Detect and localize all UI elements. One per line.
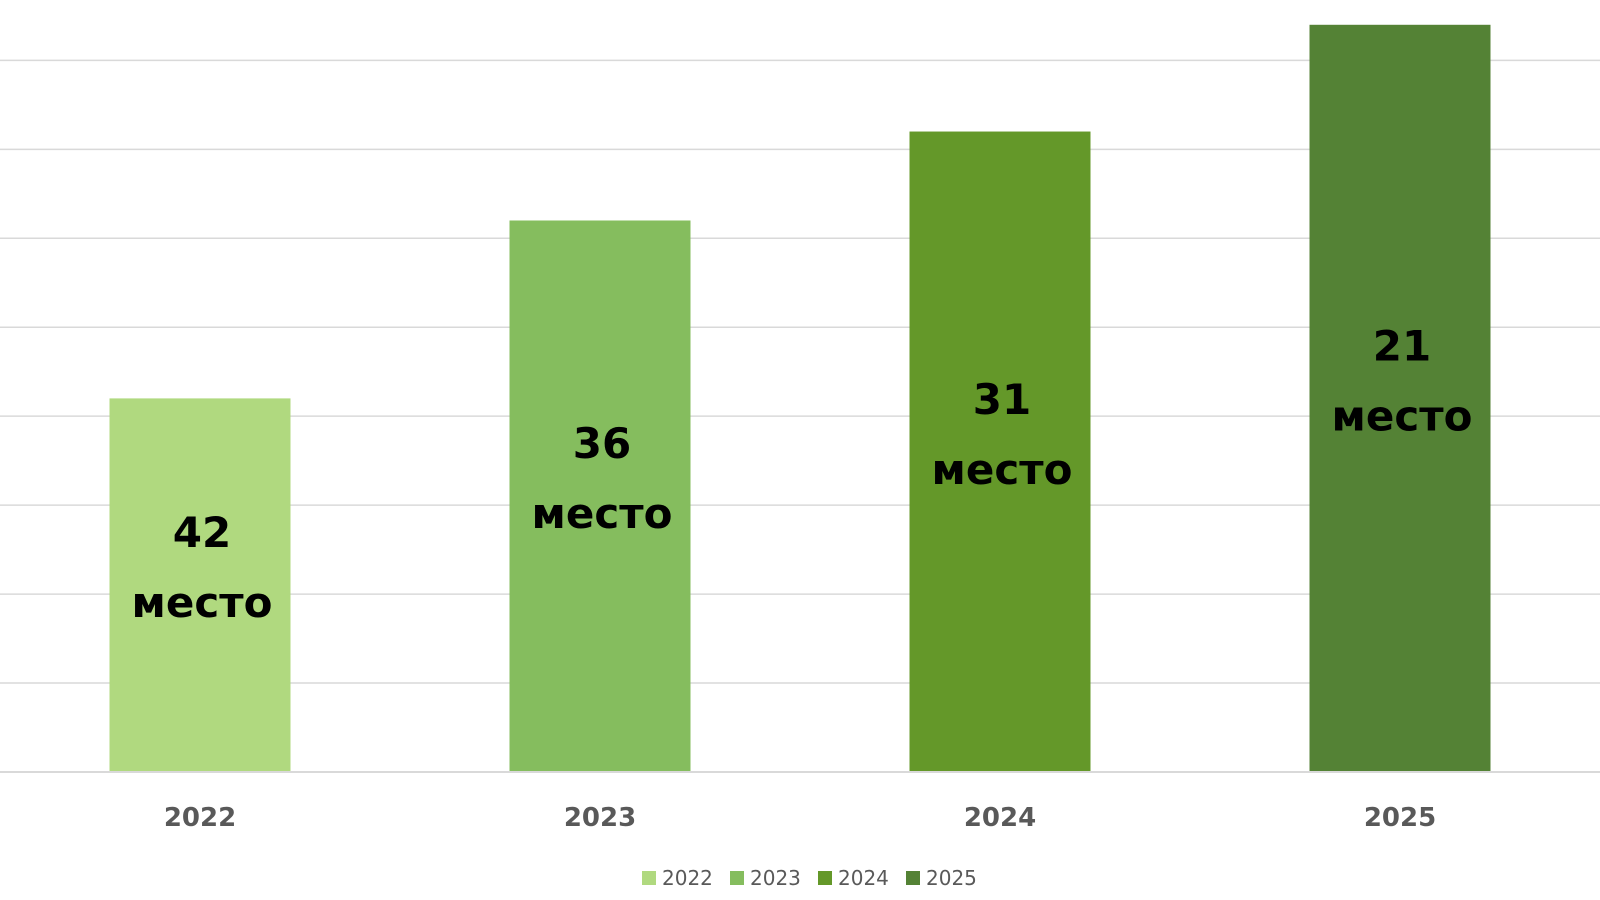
bar-2022 (109, 398, 291, 772)
legend: 2022 2023 2024 2025 (642, 866, 977, 890)
legend-item-2022: 2022 (642, 866, 713, 890)
legend-item-2023: 2023 (730, 866, 801, 890)
data-label-line: 42 (173, 508, 231, 557)
data-label-line: место (1332, 391, 1473, 440)
x-tick-2024: 2024 (964, 803, 1036, 833)
legend-swatch (730, 871, 744, 885)
legend-label: 2023 (750, 866, 801, 890)
legend-item-2025: 2025 (906, 866, 977, 890)
legend-swatch (818, 871, 832, 885)
data-label-line: место (532, 489, 673, 538)
x-tick-2023: 2023 (564, 803, 636, 833)
data-label-2025: 21 место (1332, 321, 1473, 440)
x-tick-2022: 2022 (164, 803, 236, 833)
legend-swatch (642, 871, 656, 885)
legend-item-2024: 2024 (818, 866, 889, 890)
data-label-2024: 31 место (932, 375, 1073, 494)
data-label-line: место (132, 578, 273, 627)
data-label-line: 21 (1373, 321, 1431, 370)
data-label-line: 31 (973, 375, 1031, 424)
data-label-2023: 36 место (532, 419, 673, 538)
bars (109, 24, 1491, 772)
x-tick-labels: 2022 2023 2024 2025 (164, 803, 1436, 833)
legend-label: 2024 (838, 866, 889, 890)
legend-swatch (906, 871, 920, 885)
data-label-line: 36 (573, 419, 631, 468)
x-tick-2025: 2025 (1364, 803, 1436, 833)
data-label-line: место (932, 445, 1073, 494)
legend-label: 2022 (662, 866, 713, 890)
bar-2023 (509, 220, 691, 772)
bar-2025 (1309, 24, 1491, 772)
bar-2024 (909, 131, 1091, 772)
bar-data-labels: 42 место 36 место 31 место 21 место (132, 321, 1473, 627)
data-label-2022: 42 место (132, 508, 273, 627)
legend-label: 2025 (926, 866, 977, 890)
